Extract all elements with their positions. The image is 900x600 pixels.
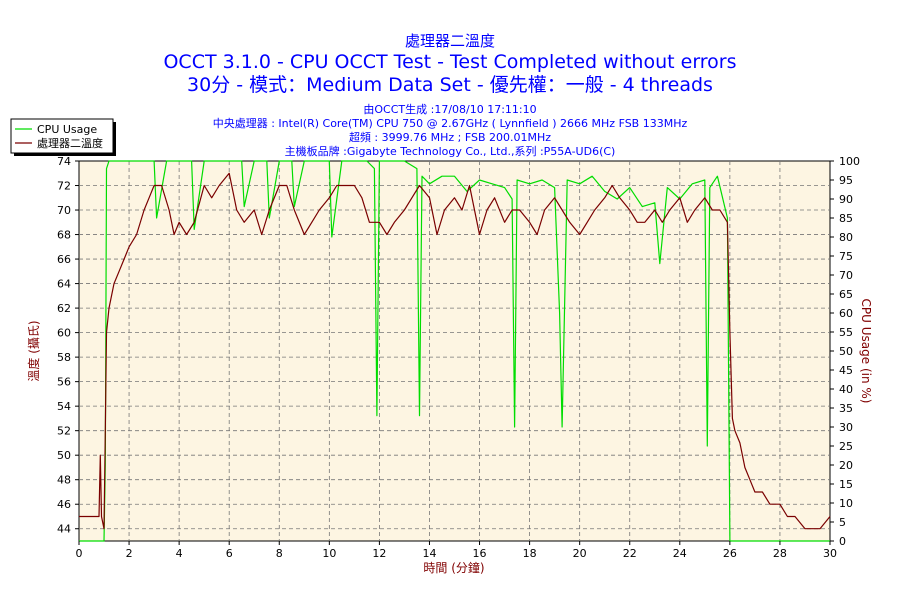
x-tick-label: 14 xyxy=(422,547,436,560)
y-right-tick-label: 0 xyxy=(839,535,846,548)
y-right-tick-label: 100 xyxy=(839,155,860,168)
plot-area xyxy=(78,160,831,542)
y-right-tick-label: 30 xyxy=(839,421,853,434)
x-tick-label: 26 xyxy=(723,547,737,560)
y-left-tick-label: 64 xyxy=(57,278,71,291)
y-left-tick-label: 58 xyxy=(57,351,71,364)
series-layer xyxy=(79,160,831,542)
y-right-tick-label: 25 xyxy=(839,440,853,453)
y-right-tick-label: 70 xyxy=(839,269,853,282)
chart-title: 處理器二溫度 xyxy=(405,32,495,50)
legend-label-cpu-usage: CPU Usage xyxy=(37,123,97,136)
y-right-tick-label: 95 xyxy=(839,174,853,187)
y-left-tick-label: 54 xyxy=(57,400,71,413)
info-line-generated: 由OCCT生成 :17/08/10 17:11:10 xyxy=(363,102,536,116)
info-line-overclock: 超頻 : 3999.76 MHz ; FSB 200.01MHz xyxy=(349,130,551,144)
x-axis-label: 時間 (分鐘) xyxy=(423,560,484,575)
y-left-tick-label: 56 xyxy=(57,376,71,389)
x-tick-label: 2 xyxy=(126,547,133,560)
chart-subtitle-2: 30分 - 模式：Medium Data Set - 優先權：一般 - 4 th… xyxy=(187,74,713,96)
x-tick-label: 18 xyxy=(523,547,537,560)
y-right-tick-label: 60 xyxy=(839,307,853,320)
x-tick-label: 28 xyxy=(773,547,787,560)
y-left-tick-label: 44 xyxy=(57,523,71,536)
x-tick-label: 22 xyxy=(623,547,637,560)
series-line-temperature xyxy=(79,172,831,530)
y-left-tick-label: 70 xyxy=(57,204,71,217)
x-tick-label: 12 xyxy=(372,547,386,560)
x-tick-label: 24 xyxy=(673,547,687,560)
y-left-tick-label: 60 xyxy=(57,327,71,340)
y-left-tick-label: 62 xyxy=(57,302,71,315)
y-right-tick-label: 45 xyxy=(839,364,853,377)
y-left-tick-label: 72 xyxy=(57,180,71,193)
y-axis-label-right: CPU Usage (in %) xyxy=(859,299,873,404)
y-right-tick-label: 20 xyxy=(839,459,853,472)
x-tick-label: 0 xyxy=(76,547,83,560)
x-tick-label: 30 xyxy=(823,547,837,560)
x-tick-label: 10 xyxy=(322,547,336,560)
legend-label-temperature: 處理器二溫度 xyxy=(37,136,103,150)
legend: CPU Usage 處理器二溫度 xyxy=(10,118,116,156)
y-left-tick-label: 52 xyxy=(57,425,71,438)
y-axis-label-left: 溫度 (攝氏) xyxy=(26,320,41,381)
legend-box xyxy=(10,118,114,154)
x-tick-label: 8 xyxy=(276,547,283,560)
axis-ticks: 0 2 4 6 8 10 12 14 16 18 20 22 24 26 28 304446485052545… xyxy=(57,155,860,560)
info-line-motherboard: 主機板品牌 :Gigabyte Technology Co., Ltd.,系列 … xyxy=(285,144,616,158)
y-left-tick-label: 68 xyxy=(57,229,71,242)
y-left-tick-label: 50 xyxy=(57,449,71,462)
y-right-tick-label: 10 xyxy=(839,497,853,510)
y-left-tick-label: 48 xyxy=(57,474,71,487)
y-right-tick-label: 15 xyxy=(839,478,853,491)
y-right-tick-label: 85 xyxy=(839,212,853,225)
y-left-tick-label: 66 xyxy=(57,253,71,266)
y-left-tick-label: 74 xyxy=(57,155,71,168)
x-tick-label: 6 xyxy=(226,547,233,560)
y-right-tick-label: 90 xyxy=(839,193,853,206)
y-right-tick-label: 35 xyxy=(839,402,853,415)
chart-subtitle-1: OCCT 3.1.0 - CPU OCCT Test - Test Comple… xyxy=(163,51,736,73)
info-line-cpu: 中央處理器 : Intel(R) Core(TM) CPU 750 @ 2.67… xyxy=(213,116,688,130)
y-right-tick-label: 75 xyxy=(839,250,853,263)
y-right-tick-label: 5 xyxy=(839,516,846,529)
x-tick-label: 20 xyxy=(573,547,587,560)
series-line-cpu-usage xyxy=(79,160,830,542)
y-right-tick-label: 50 xyxy=(839,345,853,358)
y-left-tick-label: 46 xyxy=(57,498,71,511)
y-right-tick-label: 40 xyxy=(839,383,853,396)
x-tick-label: 4 xyxy=(176,547,183,560)
y-right-tick-label: 80 xyxy=(839,231,853,244)
y-right-tick-label: 55 xyxy=(839,326,853,339)
x-tick-label: 16 xyxy=(473,547,487,560)
y-right-tick-label: 65 xyxy=(839,288,853,301)
